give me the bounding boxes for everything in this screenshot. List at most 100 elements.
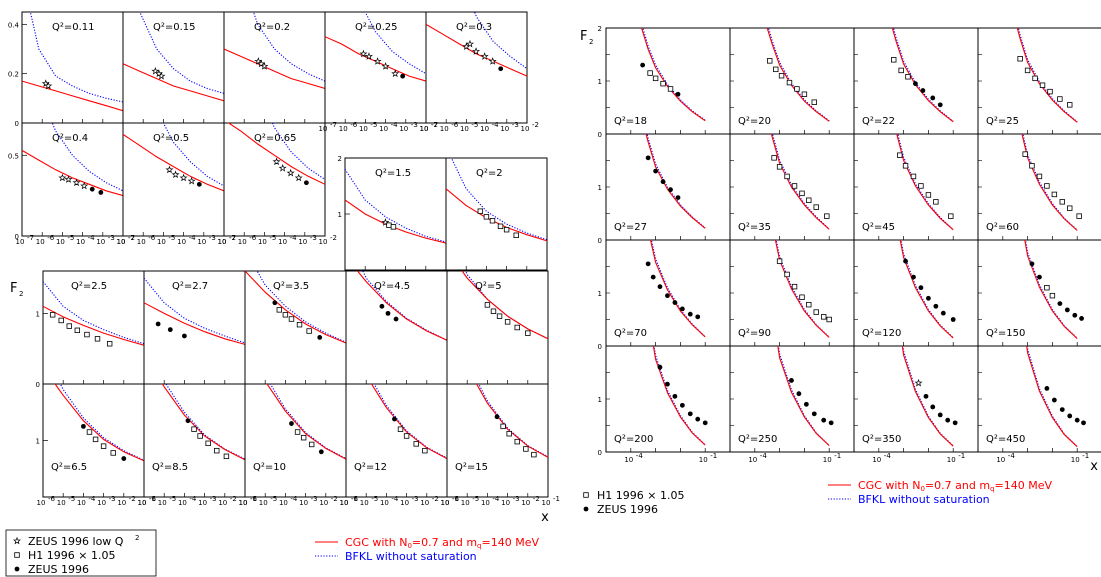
left-e-x-tick-exp: -6 xyxy=(351,495,359,503)
right-panel-7: Q²=60 xyxy=(977,133,1101,241)
data-point-zeus-lowq-2 xyxy=(157,71,166,80)
left-panel-frame xyxy=(344,157,447,271)
data-point-zeus-5 xyxy=(828,420,834,426)
right-panel-11: Q²=150 xyxy=(977,239,1101,347)
left-panel-frame xyxy=(143,383,246,498)
left-e-x-tick-exp: -5 xyxy=(270,495,277,503)
left-e-x-tick-label: 10 xyxy=(340,499,349,507)
left-q2-label-6: Q²=0.5 xyxy=(153,133,189,144)
right-x-tick-label: 10 xyxy=(996,456,1005,464)
bfkl-curve xyxy=(364,12,426,75)
left-panel-curves xyxy=(370,384,447,460)
data-point-h1-2 xyxy=(652,75,659,82)
data-point-h1-0 xyxy=(477,208,484,214)
left-panel-curves xyxy=(266,384,346,460)
left-e-x-tick-label: 10 xyxy=(97,499,106,507)
data-point-h1-1 xyxy=(773,66,779,73)
cgc-curve xyxy=(649,240,706,338)
data-point-h1-legend xyxy=(583,492,589,498)
left-panel-10: Q²=2.5 0 1 xyxy=(36,270,145,389)
data-point-zeus-0 xyxy=(1044,386,1050,391)
left-panel-curves xyxy=(426,12,527,77)
left-b-x-tick-label: 10 xyxy=(177,238,186,246)
right-y-tick-label: 0 xyxy=(598,237,602,245)
data-point-h1-legend xyxy=(14,552,20,558)
legend-text2: =0.7 and m xyxy=(412,536,477,549)
left-panel-frame xyxy=(42,270,145,385)
left-e-x-tick-exp: -1 xyxy=(250,495,257,503)
data-point-h1-2 xyxy=(197,433,203,439)
data-point-h1-1 xyxy=(191,426,197,432)
data-point-h1-2 xyxy=(496,313,503,319)
right-panel-frame xyxy=(729,345,855,453)
left-panel-curves xyxy=(22,12,123,112)
data-point-h1-3 xyxy=(514,438,520,445)
left-b-x-tick-label: 10 xyxy=(197,238,206,246)
left-e-x-tick-label: 10 xyxy=(501,499,510,507)
left-q2-label-1: Q²=0.15 xyxy=(153,22,196,33)
left-e-x-tick-exp: -5 xyxy=(472,495,479,503)
data-point-zeus-4 xyxy=(672,300,678,305)
data-point-zeus-0 xyxy=(494,414,500,420)
left-e-x-tick-exp: -6 xyxy=(149,495,157,503)
left-a-x-tick-exp: -2 xyxy=(431,121,438,129)
data-point-h1-2 xyxy=(489,218,496,224)
left-panel-curves xyxy=(325,12,426,82)
right-q2-label-9: Q²=90 xyxy=(738,328,771,339)
left-panel-frame xyxy=(425,11,528,124)
cgc-curve xyxy=(123,63,224,102)
left-q2-label-5: Q²=0.4 xyxy=(52,133,88,144)
bfkl-curve xyxy=(892,28,954,122)
left-line-legend-text: BFKL without saturation xyxy=(345,550,477,563)
left-e-x-tick-exp: -4 xyxy=(391,495,399,503)
data-point-zeus-4 xyxy=(945,417,951,423)
data-point-h1-1 xyxy=(898,67,904,74)
right-panel-6: Q²=45 xyxy=(853,133,979,241)
data-point-h1-3 xyxy=(1049,292,1056,299)
left-q2-label-14: Q²=5 xyxy=(475,281,502,292)
data-point-zeus-lowq-0 xyxy=(58,173,67,182)
right-panel-8: Q²=70 0 1 xyxy=(598,239,731,351)
data-point-zeus-lowq-2 xyxy=(72,178,81,187)
data-point-h1-6 xyxy=(106,341,113,347)
left-q2-label-4: Q²=0.3 xyxy=(456,22,492,33)
cgc-curve xyxy=(227,123,325,185)
data-point-h1-1 xyxy=(784,271,790,278)
right-q2-label-14: Q²=350 xyxy=(862,434,901,445)
left-e-x-tick-exp: -2 xyxy=(129,495,136,503)
right-x-tick-exp: -4 xyxy=(1008,452,1016,460)
left-q2-label-9: Q²=2 xyxy=(476,168,503,179)
data-point-zeus-6 xyxy=(1072,312,1078,318)
data-point-h1-6 xyxy=(948,213,954,219)
right-panel-curves xyxy=(1016,28,1078,123)
data-point-zeus-6 xyxy=(687,311,693,317)
data-point-h1-1 xyxy=(58,317,64,324)
data-point-h1-0 xyxy=(1017,56,1023,62)
data-point-h1-5 xyxy=(525,330,531,336)
right-x-tick-label: 10 xyxy=(872,456,881,464)
left-e-x-tick-exp: -1 xyxy=(149,495,156,503)
left-a-x-tick-exp: -5 xyxy=(370,121,377,129)
data-point-zeus-1 xyxy=(653,168,658,174)
left-b-x-tick-exp: -7 xyxy=(128,234,135,242)
data-point-h1-3 xyxy=(799,294,805,300)
data-point-zeus-5 xyxy=(1081,420,1086,426)
left-b-x-tick-label: 10 xyxy=(238,238,247,246)
data-point-h1-4 xyxy=(514,324,520,331)
data-point-h1-3 xyxy=(504,319,511,325)
data-point-h1-4 xyxy=(806,301,812,308)
left-b-x-tick-label: 10 xyxy=(258,238,267,246)
left-a-x-tick-exp: -6 xyxy=(451,121,459,129)
left-b-x-tick-exp: -5 xyxy=(67,234,74,242)
right-panel-curves xyxy=(645,240,706,338)
data-point-zeus-lowq-0 xyxy=(381,218,390,226)
data-point-zeus-4 xyxy=(933,303,939,309)
left-panel-15: Q²=6.5 1 xyxy=(36,383,145,498)
right-panel-curves xyxy=(1021,134,1082,231)
data-point-h1-4 xyxy=(523,446,529,452)
data-point-h1-2 xyxy=(282,312,289,318)
cgc-curve xyxy=(1024,240,1078,340)
left-e-x-tick-label: 10 xyxy=(299,499,308,507)
left-panel-curves xyxy=(461,271,548,340)
data-point-h1-1 xyxy=(902,163,909,169)
